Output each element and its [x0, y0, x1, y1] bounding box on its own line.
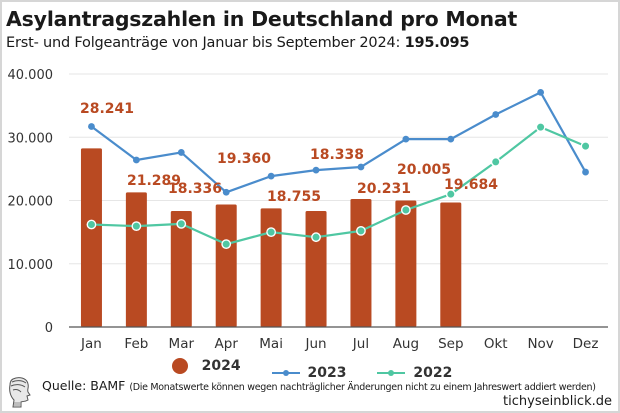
- legend-marker-line: [377, 370, 406, 376]
- line-2022-point: [311, 232, 321, 243]
- line-2023: [88, 88, 589, 196]
- line-2023-point: [492, 111, 500, 118]
- x-tick-label: Jul: [352, 336, 369, 352]
- legend: 2024 2023 2022: [2, 358, 620, 381]
- line-2023-point: [537, 88, 545, 96]
- x-tick-label: Mar: [169, 336, 195, 352]
- source-label: Quelle: BAMF: [42, 378, 126, 393]
- line-2022-point: [580, 141, 591, 152]
- line-2023-point: [177, 149, 185, 156]
- y-tick-label: 40.000: [8, 68, 54, 83]
- data-label-2024: 20.231: [357, 181, 411, 197]
- source-line: Quelle: BAMF (Die Monatswerte können weg…: [42, 378, 596, 393]
- chart-subtitle: Erst- und Folgeanträge von Januar bis Se…: [6, 35, 469, 51]
- line-2022-point: [221, 239, 232, 250]
- bar-2024: [350, 199, 372, 327]
- x-tick-label: Feb: [124, 336, 148, 352]
- line-2022-path: [91, 126, 586, 246]
- bar-2024: [395, 200, 417, 327]
- x-tick-label: Mai: [259, 336, 283, 352]
- chart-title: Asylantragszahlen in Deutschland pro Mon…: [6, 7, 518, 31]
- data-label-2024: 18.755: [267, 189, 321, 205]
- legend-item-2022[interactable]: 2022: [377, 365, 452, 381]
- legend-item-2023[interactable]: 2023: [271, 365, 347, 381]
- bar-2024: [260, 208, 282, 327]
- line-2023-point: [357, 163, 365, 171]
- legend-marker-line: [271, 370, 300, 376]
- x-tick-label: Jun: [304, 336, 326, 352]
- data-label-2024: 18.338: [310, 147, 364, 163]
- bar-2024: [170, 211, 192, 327]
- line-2022-point: [176, 219, 187, 229]
- subtitle-text: Erst- und Folgeanträge von Januar bis Se…: [6, 35, 405, 51]
- line-2023-point: [447, 135, 455, 143]
- x-tick-label: Aug: [393, 336, 419, 352]
- y-tick-label: 0: [45, 321, 53, 336]
- legend-label: 2024: [201, 358, 241, 374]
- data-label-2024: 19.360: [217, 151, 271, 167]
- bar-2024: [440, 202, 462, 327]
- y-tick-label: 10.000: [8, 258, 54, 273]
- bar-2024: [125, 192, 147, 327]
- x-axis-ticks: Jan Feb Mar Apr Mai Jun Jul Aug Sep Okt Nov Dez: [80, 336, 598, 352]
- bar-2024: [305, 211, 327, 327]
- line-2022-point: [266, 227, 277, 238]
- data-label-2024: 21.289: [127, 173, 181, 189]
- line-2023-point: [132, 156, 140, 164]
- line-2023-point: [267, 172, 275, 180]
- data-label-2024: 20.005: [397, 162, 451, 178]
- line-2022-point: [356, 225, 366, 236]
- x-tick-label: Apr: [215, 336, 239, 352]
- data-label-2024: 19.684: [444, 177, 498, 193]
- x-tick-label: Dez: [573, 336, 599, 352]
- x-tick-label: Okt: [484, 336, 508, 352]
- gridlines: [69, 73, 608, 265]
- legend-label: 2022: [413, 365, 453, 381]
- data-label-2024: 18.336: [168, 181, 222, 197]
- line-2023-point: [88, 123, 95, 130]
- legend-label: 2023: [307, 365, 347, 381]
- x-tick-label: Sep: [438, 336, 463, 352]
- y-tick-label: 30.000: [8, 131, 54, 146]
- bar-2024: [215, 204, 237, 327]
- line-2022: [86, 122, 591, 250]
- line-2023-point: [582, 168, 589, 176]
- brand-url[interactable]: tichyseinblick.de: [503, 394, 612, 409]
- line-2023-point: [222, 188, 230, 196]
- data-label-2024: 28.241: [80, 101, 134, 117]
- legend-marker-dot: [171, 358, 188, 374]
- line-2022-point: [400, 205, 411, 215]
- line-2023-point: [402, 135, 410, 143]
- x-tick-label: Nov: [527, 336, 553, 352]
- line-2022-point: [535, 122, 546, 133]
- classical-head-logo-icon: [9, 377, 31, 408]
- y-axis-ticks: 0 10.000 20.000 30.000 40.000: [8, 68, 54, 336]
- y-tick-label: 20.000: [8, 195, 54, 210]
- line-2023-point: [312, 166, 320, 174]
- line-2023-path: [90, 91, 587, 194]
- line-2022-point: [445, 189, 456, 200]
- legend-item-2024[interactable]: 2024: [171, 358, 241, 374]
- line-2022-point: [131, 221, 142, 232]
- line-2022-point: [490, 157, 501, 167]
- bar-2024: [80, 148, 102, 327]
- source-note: (Die Monatswerte können wegen nachträgli…: [129, 382, 596, 393]
- x-tick-label: Jan: [80, 336, 102, 352]
- line-2022-point: [86, 219, 97, 230]
- subtitle-total: 195.095: [404, 35, 470, 51]
